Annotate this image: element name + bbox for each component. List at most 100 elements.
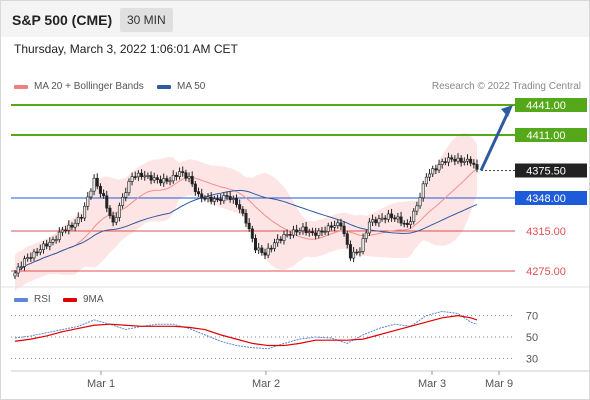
candle-body (178, 171, 182, 177)
candle-body (225, 195, 229, 197)
candle-body (421, 183, 425, 199)
candle-body (314, 232, 318, 236)
legend-ma20: MA 20 + Bollinger Bands (14, 81, 144, 92)
ma50-label: MA 50 (177, 81, 206, 92)
candle-body (168, 180, 172, 183)
instrument-title: S&P 500 (CME) (12, 12, 113, 28)
candle-body (124, 192, 128, 198)
candle-body (393, 217, 397, 220)
x-tick-label: Mar 3 (418, 378, 446, 390)
candle-body (133, 176, 137, 178)
candle-body (174, 174, 178, 177)
x-tick-label: Mar 1 (87, 378, 115, 390)
rsi-series-9ma (14, 315, 478, 347)
candle-body (19, 266, 23, 268)
candle-body (291, 229, 295, 236)
candle-body (279, 238, 283, 241)
candle-body (165, 178, 169, 182)
candle-body (212, 198, 216, 202)
candle-body (371, 219, 375, 223)
candle-body (304, 226, 308, 233)
candle-body (111, 215, 115, 223)
candle-body (358, 250, 362, 253)
candle-body (399, 216, 403, 224)
legend-rsi: RSI (14, 294, 51, 305)
rsi-tick-30: 30 (526, 353, 538, 365)
candle-body (469, 158, 473, 164)
candle-body (45, 243, 49, 247)
candle-body (241, 208, 245, 214)
candle-body (76, 217, 80, 224)
candle-body (162, 178, 166, 184)
candle-body (266, 247, 270, 256)
timestamp: Thursday, March 3, 2022 1:06:01 AM CET (14, 42, 238, 56)
candle-body (197, 191, 201, 195)
candle-body (367, 221, 371, 234)
candle-body (317, 230, 321, 236)
rsi-tick-70: 70 (526, 311, 538, 323)
candle-body (155, 177, 159, 180)
candle-body (466, 158, 470, 162)
candle-body (253, 238, 257, 251)
candle-body (383, 217, 387, 220)
candle-body (73, 222, 77, 228)
candle-body (310, 231, 314, 234)
level-label-4315.00: 4315.00 (526, 226, 566, 238)
candle-body (329, 225, 333, 228)
candle-body (412, 210, 416, 222)
candle-body (475, 164, 479, 170)
candle-body (396, 216, 400, 220)
candle-body (301, 226, 305, 232)
legend-9ma: 9MA (63, 294, 104, 305)
rsi-series-rsi (14, 310, 478, 350)
candle-body (29, 257, 33, 259)
candle-body (320, 230, 324, 233)
candle-body (333, 225, 337, 228)
rsi-swatch (14, 297, 28, 302)
candle-body (89, 190, 93, 198)
candle-body (447, 157, 451, 163)
candle-body (456, 157, 460, 162)
candle-body (345, 233, 349, 245)
candle-body (159, 179, 163, 184)
level-box-4348.00 (515, 191, 587, 205)
ma20-label: MA 20 + Bollinger Bands (34, 81, 144, 92)
candle-body (114, 217, 118, 223)
candle-body (22, 258, 26, 267)
candle-body (143, 175, 147, 178)
level-box-4375.50 (515, 163, 587, 178)
candle-body (326, 225, 330, 232)
candle-body (193, 183, 197, 192)
candle-body (51, 239, 55, 243)
candle-body (16, 266, 20, 274)
candle-body (285, 234, 289, 236)
candle-body (200, 193, 204, 199)
timeframe-button[interactable]: 30 MIN (120, 8, 173, 32)
candle-body (307, 231, 311, 234)
ma50-line (14, 189, 478, 274)
candle-body (184, 172, 188, 179)
candle-body (92, 177, 96, 192)
candle-body (190, 176, 194, 185)
rsi-label: RSI (34, 294, 51, 305)
candle-body (70, 224, 74, 228)
forecast-arrow-head (501, 105, 513, 117)
candle-body (146, 175, 150, 177)
candle-body (352, 251, 356, 259)
candle-body (431, 168, 435, 175)
forecast-arrow-line (479, 109, 511, 172)
candle-body (361, 238, 365, 252)
candle-body (228, 196, 232, 201)
candle-body (60, 229, 64, 233)
candle-body (260, 247, 264, 254)
9ma-swatch (63, 297, 77, 302)
candle-body (390, 213, 394, 219)
level-label-4411.00: 4411.00 (527, 130, 566, 142)
level-label-4441.00: 4441.00 (526, 100, 566, 112)
x-tick-label: Mar 9 (485, 378, 513, 390)
candle-body (339, 222, 343, 227)
rsi-tick-50: 50 (526, 332, 538, 344)
level-label-4348.00: 4348.00 (526, 193, 566, 205)
candle-body (222, 195, 226, 202)
